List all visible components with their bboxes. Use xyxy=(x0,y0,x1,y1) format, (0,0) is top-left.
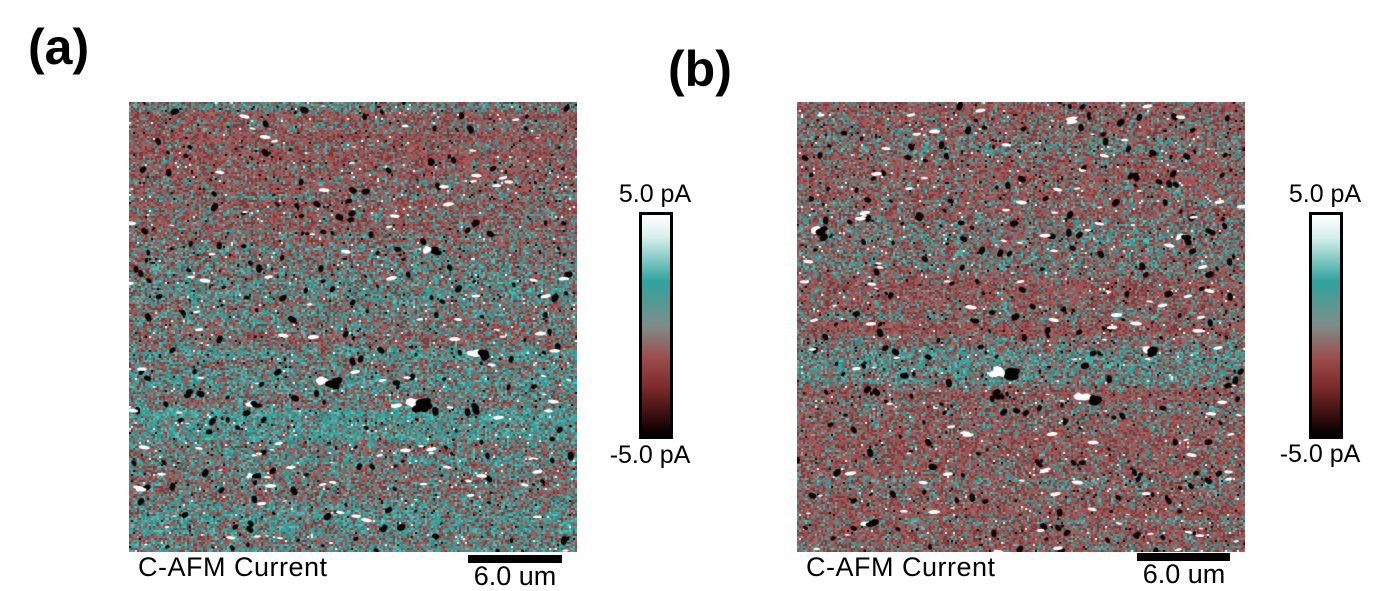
colorbar-b-min-label: -5.0 pA xyxy=(1279,440,1361,468)
panel-a-scale-bar-label: 6.0 um xyxy=(473,561,557,591)
panel-b-caption: C-AFM Current xyxy=(806,552,996,582)
colorbar-b-max-label: 5.0 pA xyxy=(1288,180,1362,208)
panel-a-label: (a) xyxy=(28,19,90,75)
afm-current-map-b xyxy=(797,102,1245,552)
panel-b-scale-bar xyxy=(1137,553,1230,561)
panel-a-scale-bar xyxy=(468,555,562,563)
colorbar-a xyxy=(639,212,673,439)
panel-a-caption: C-AFM Current xyxy=(138,552,328,582)
panel-b-label: (b) xyxy=(668,41,732,97)
afm-current-map-a xyxy=(129,102,577,552)
colorbar-a-min-label: -5.0 pA xyxy=(609,441,691,469)
panel-b-scale-bar-label: 6.0 um xyxy=(1142,559,1226,589)
colorbar-b xyxy=(1309,212,1343,439)
colorbar-a-max-label: 5.0 pA xyxy=(618,180,692,208)
